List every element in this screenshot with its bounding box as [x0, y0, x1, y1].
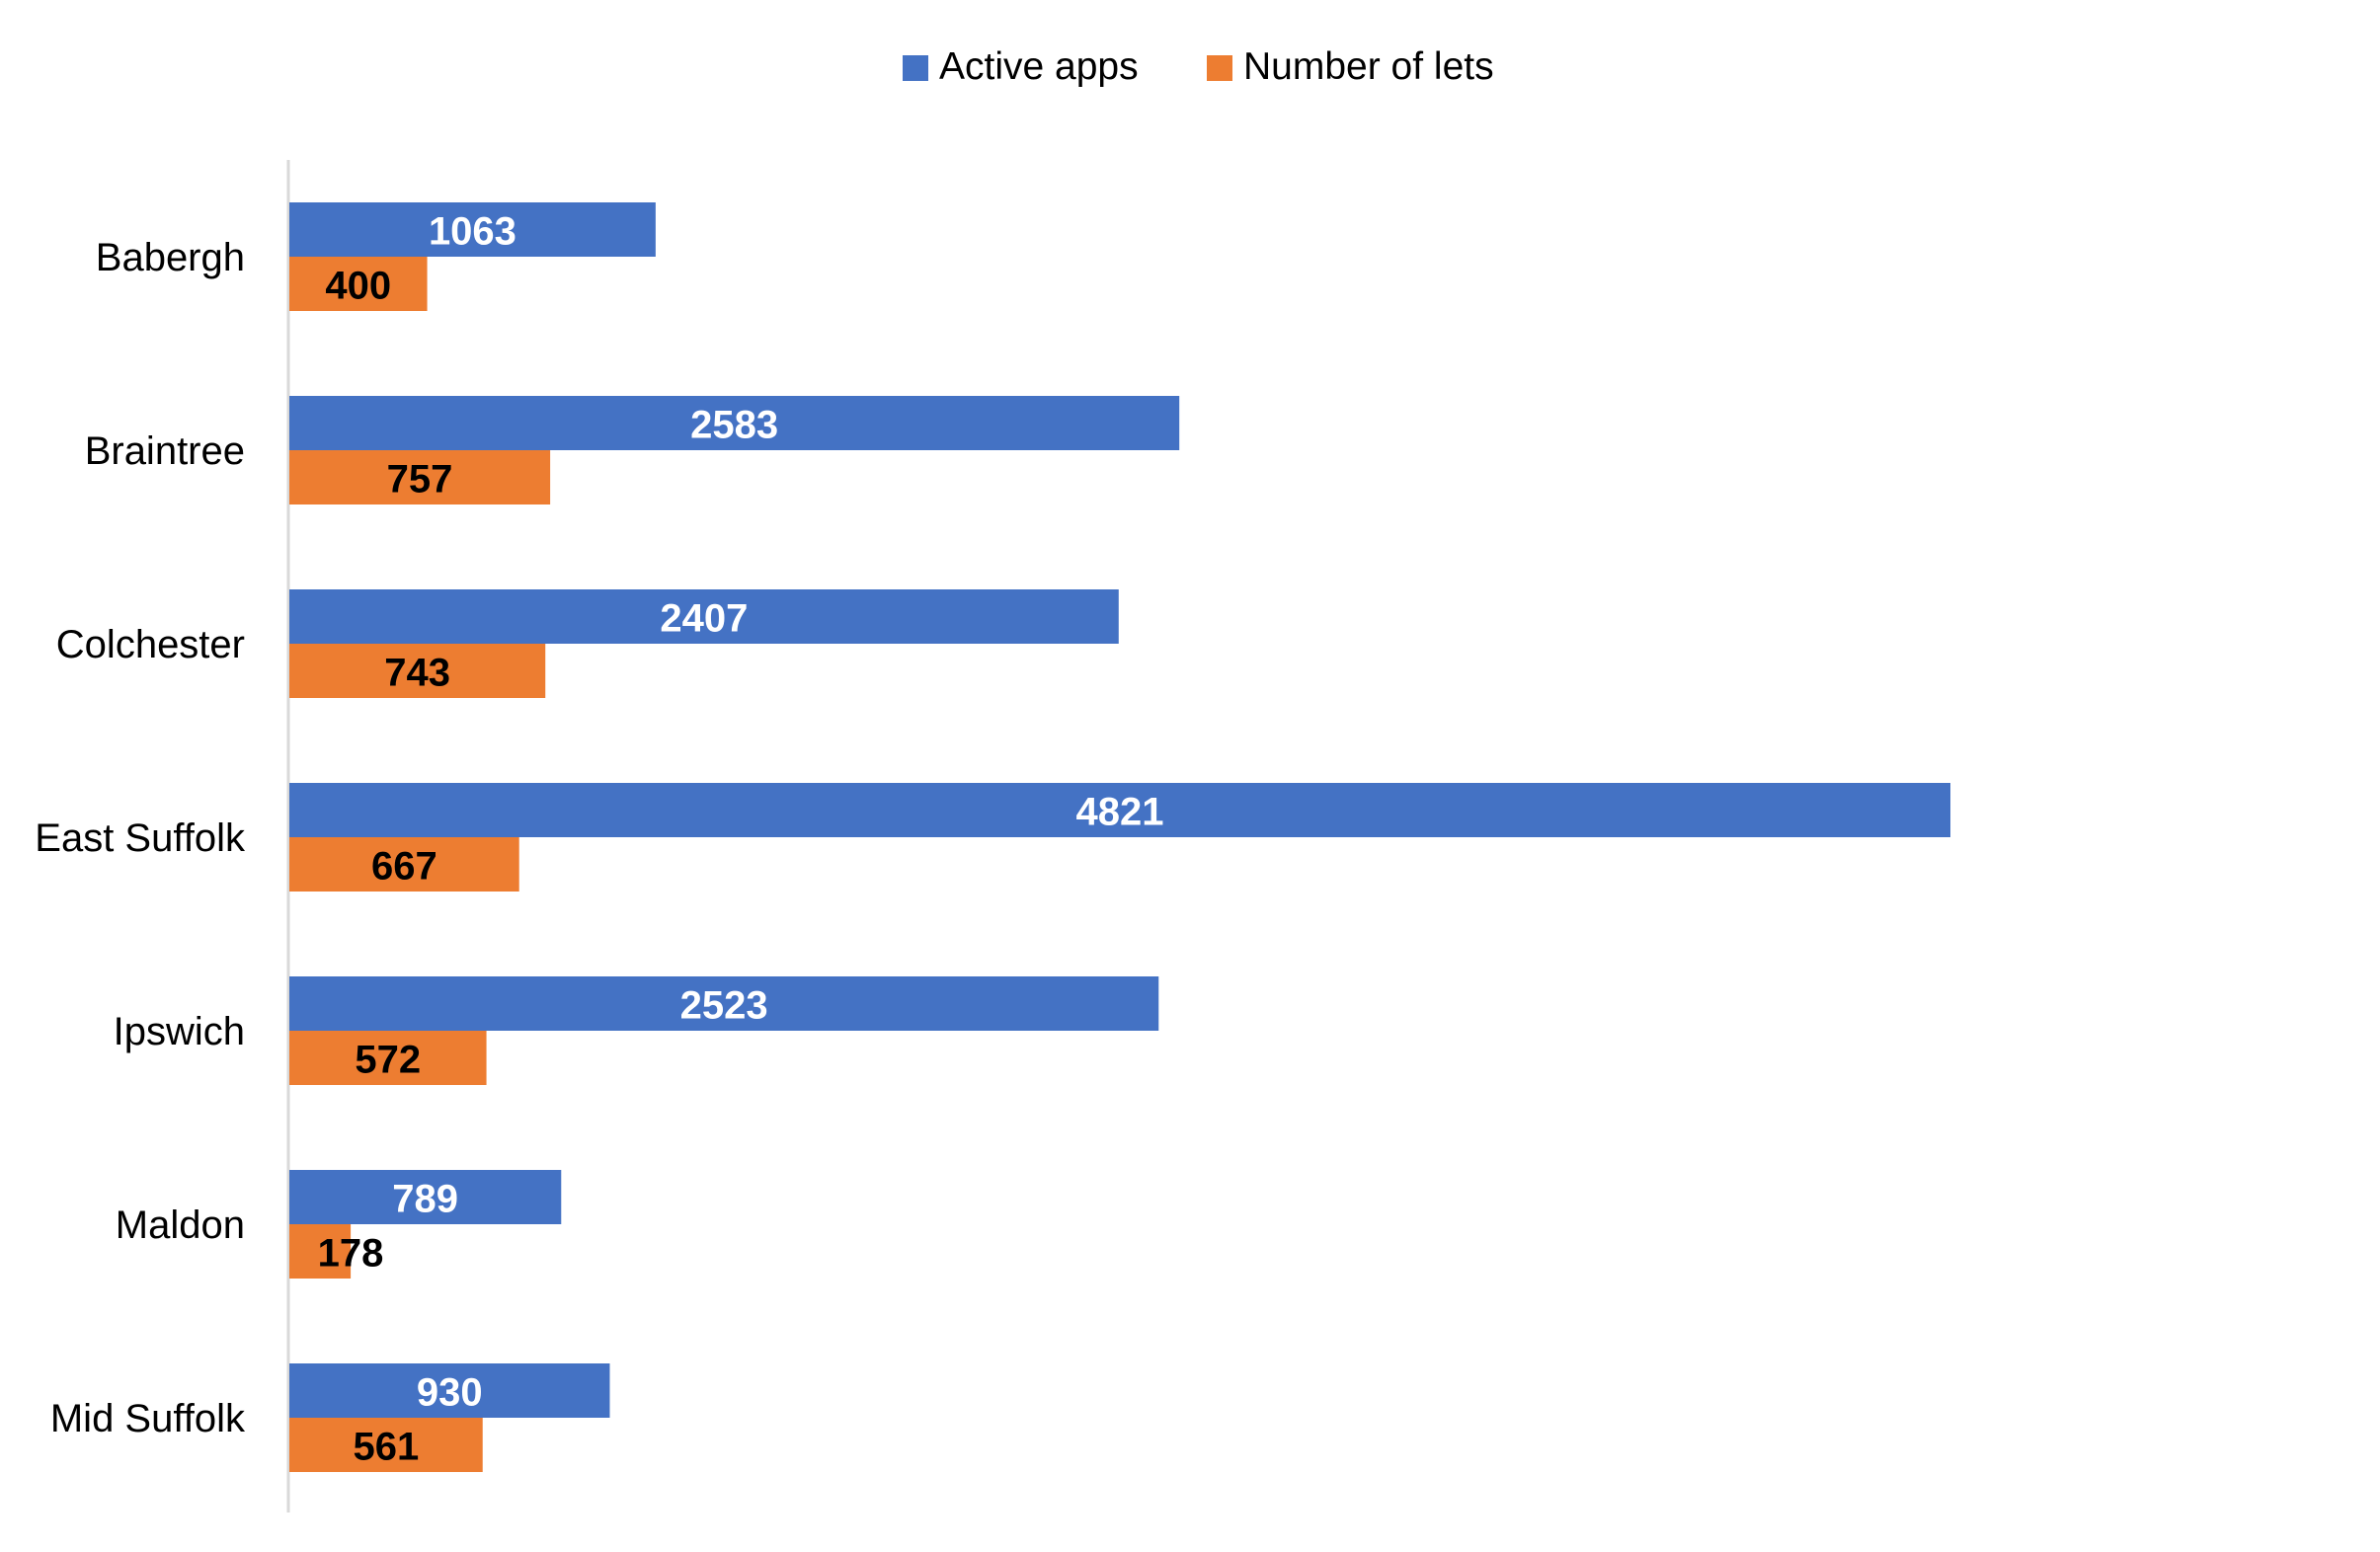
- data-labels: 1063 400 2583 757 2407 743 4821 667 2523 572 78917…: [318, 210, 1164, 1469]
- bars: [289, 202, 1950, 1472]
- bar-number-of-lets-braintree: [289, 450, 551, 504]
- bar-active-apps-babergh: [289, 202, 656, 257]
- category-labels: Babergh Braintree Colchester East Suffolk Ip…: [35, 236, 246, 1440]
- category-label-mid-suffolk: Mid Suffolk: [50, 1397, 246, 1440]
- category-label-babergh: Babergh: [96, 236, 245, 279]
- legend-label-active-apps: Active apps: [939, 45, 1139, 88]
- category-label-ipswich: Ipswich: [114, 1010, 245, 1053]
- data-label-active-apps-colchester: 2407: [660, 597, 748, 641]
- bar-active-apps-east-suffolk: [289, 783, 1950, 837]
- category-label-braintree: Braintree: [85, 429, 245, 473]
- legend: Active apps Number of lets: [903, 45, 1494, 88]
- bar-number-of-lets-ipswich: [289, 1031, 487, 1085]
- category-label-east-suffolk: East Suffolk: [35, 816, 246, 860]
- data-label-active-apps-braintree: 2583: [690, 404, 778, 447]
- data-label-number-of-lets-maldon: 178: [318, 1232, 384, 1276]
- data-label-active-apps-east-suffolk: 4821: [1076, 791, 1164, 834]
- category-label-maldon: Maldon: [116, 1203, 245, 1247]
- bar-active-apps-mid-suffolk: [289, 1363, 610, 1418]
- category-label-colchester: Colchester: [56, 623, 245, 666]
- data-label-number-of-lets-ipswich: 572: [355, 1039, 421, 1082]
- data-label-number-of-lets-braintree: 757: [387, 458, 453, 502]
- data-label-active-apps-maldon: 789: [392, 1178, 458, 1221]
- bar-active-apps-braintree: [289, 396, 1180, 450]
- data-label-number-of-lets-babergh: 400: [325, 265, 391, 308]
- bar-number-of-lets-babergh: [289, 257, 428, 311]
- legend-swatch-active-apps: [903, 55, 928, 81]
- data-label-number-of-lets-colchester: 743: [384, 652, 450, 695]
- bar-number-of-lets-colchester: [289, 644, 546, 698]
- bar-active-apps-colchester: [289, 589, 1119, 644]
- legend-swatch-number-of-lets: [1207, 55, 1232, 81]
- data-label-number-of-lets-mid-suffolk: 561: [353, 1426, 419, 1469]
- data-label-active-apps-babergh: 1063: [429, 210, 516, 254]
- data-label-active-apps-ipswich: 2523: [680, 984, 768, 1028]
- bar-number-of-lets-east-suffolk: [289, 837, 519, 892]
- bar-active-apps-ipswich: [289, 976, 1159, 1031]
- data-label-number-of-lets-east-suffolk: 667: [371, 845, 437, 889]
- bar-number-of-lets-mid-suffolk: [289, 1418, 483, 1472]
- data-label-active-apps-mid-suffolk: 930: [417, 1371, 483, 1415]
- bar-number-of-lets-maldon: [289, 1224, 352, 1279]
- legend-label-number-of-lets: Number of lets: [1243, 45, 1494, 88]
- bar-active-apps-maldon: [289, 1170, 562, 1224]
